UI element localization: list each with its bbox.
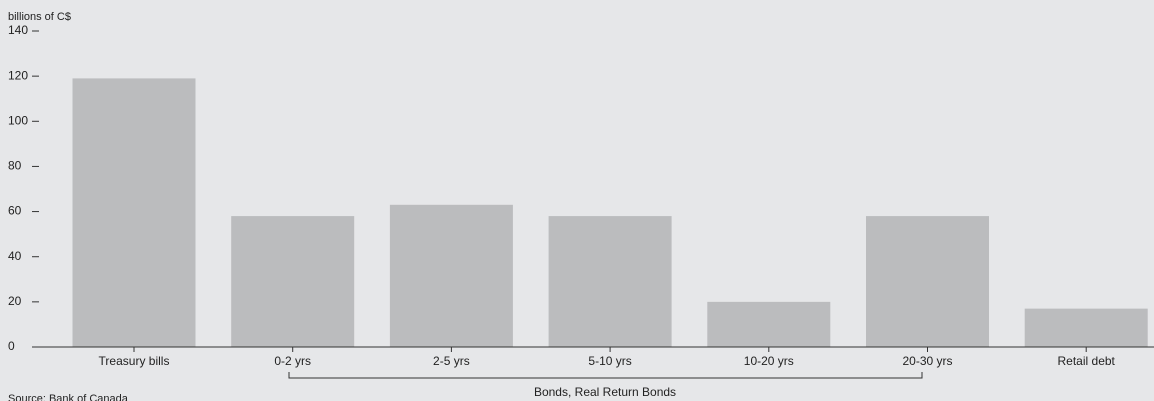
y-tick-label: 120 — [8, 68, 28, 82]
bar — [389, 204, 513, 347]
bar — [231, 216, 355, 347]
source: Source: Bank of Canada — [8, 393, 129, 401]
x-tick-label: Retail debt — [1058, 354, 1116, 368]
y-tick-label: 100 — [8, 113, 28, 127]
x-tick-label: 0-2 yrs — [274, 354, 311, 368]
group-bracket — [288, 372, 923, 379]
y-tick-label: 80 — [8, 159, 22, 173]
x-tick-label: 5-10 yrs — [588, 354, 631, 368]
y-tick-label: 20 — [8, 294, 22, 308]
y-tick-label: 60 — [8, 204, 22, 218]
group-label: Bonds, Real Return Bonds — [534, 385, 676, 399]
bar — [707, 301, 831, 347]
y-tick-label: 40 — [8, 249, 22, 263]
bar — [548, 216, 672, 347]
x-tick-label: 2-5 yrs — [433, 354, 470, 368]
bar — [1024, 308, 1148, 347]
bar — [866, 216, 989, 347]
bar — [72, 78, 196, 348]
y-axis-label: billions of C$ — [8, 11, 71, 23]
x-tick-label: 10-20 yrs — [744, 354, 794, 368]
x-tick-label: Treasury bills — [99, 354, 170, 368]
x-tick-label: 20-30 yrs — [902, 354, 952, 368]
y-tick-label: 140 — [8, 23, 28, 37]
y-tick-label: 0 — [8, 339, 15, 353]
